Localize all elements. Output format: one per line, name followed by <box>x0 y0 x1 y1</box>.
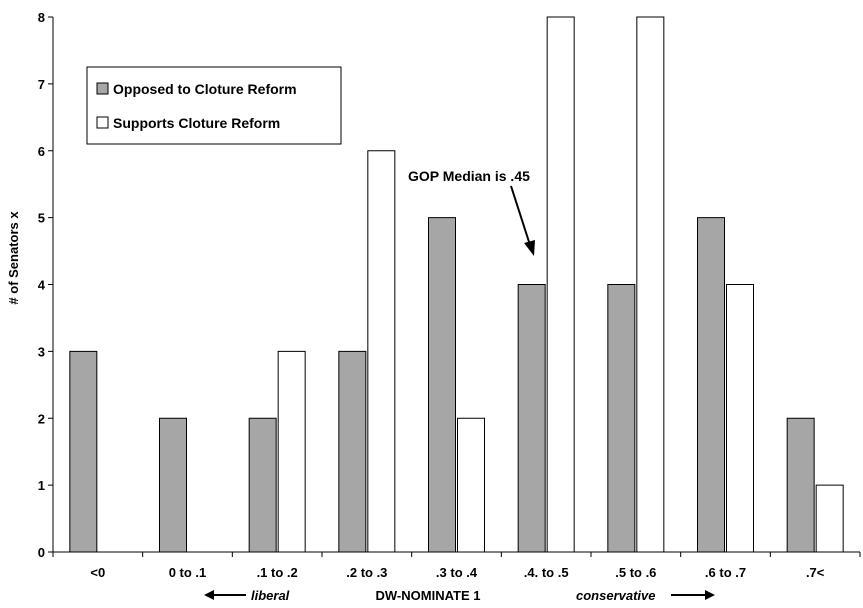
y-tick-label: 1 <box>38 478 45 493</box>
axes <box>48 16 861 557</box>
bar-supports-2 <box>277 350 306 553</box>
liberal-arrow-head <box>204 590 214 600</box>
bar-opposed-8 <box>786 417 815 553</box>
bar-supports-3 <box>367 150 396 553</box>
legend-frame <box>86 66 342 145</box>
bar-opposed-7 <box>697 217 725 553</box>
y-tick-label: 5 <box>38 211 45 226</box>
annotation-arrow-line <box>510 185 531 246</box>
bar-opposed-3 <box>338 350 367 553</box>
y-tick-label: 2 <box>38 411 45 426</box>
x-tick-label: .1 to .2 <box>257 565 298 580</box>
y-tick-label: 0 <box>38 545 45 560</box>
bar-supports-6 <box>636 16 665 553</box>
x-tick-label: .5 to .6 <box>615 565 656 580</box>
bar-opposed-2 <box>248 417 277 553</box>
y-tick-labels: 0 1 2 3 4 5 6 7 8 <box>38 10 46 560</box>
legend-label-supports: Supports Cloture Reform <box>113 115 280 131</box>
conservative-arrow-head <box>705 590 715 600</box>
annotation-arrow-head <box>524 240 535 256</box>
y-axis-label: # of Senators x <box>6 211 21 305</box>
x-tick-label: .6 to .7 <box>705 565 746 580</box>
y-tick-label: 7 <box>38 77 45 92</box>
legend-label-opposed: Opposed to Cloture Reform <box>113 81 297 97</box>
legend-swatch-supports <box>96 116 109 129</box>
legend-swatch-opposed <box>96 82 109 95</box>
x-tick-label: 0 to .1 <box>169 565 207 580</box>
x-axis-label: DW-NOMINATE 1 <box>376 588 481 603</box>
x-tick-label: <0 <box>90 565 105 580</box>
x-tick-label: .2 to .3 <box>346 565 387 580</box>
legend: Opposed to Cloture Reform Supports Clotu… <box>86 66 342 145</box>
bar-opposed-4 <box>428 217 456 553</box>
bar-supports-7 <box>726 284 754 553</box>
x-tick-label: .7< <box>806 565 825 580</box>
bar-opposed-6 <box>607 284 636 553</box>
x-tick-labels: <0 0 to .1 .1 to .2 .2 to .3 .3 to .4 .4. to … <box>90 565 824 580</box>
x-tick-label: .3 to .4 <box>436 565 478 580</box>
bar-opposed-5 <box>517 284 546 553</box>
liberal-label-group: liberal <box>204 588 290 603</box>
bar-opposed-0 <box>69 350 98 553</box>
annotation: GOP Median is .45 <box>408 168 535 256</box>
y-tick-label: 4 <box>38 278 46 293</box>
bar-supports-4 <box>457 417 485 553</box>
bar-supports-8 <box>815 484 844 553</box>
bar-supports-5 <box>546 16 575 553</box>
plot-area <box>69 16 844 553</box>
y-tick-label: 3 <box>38 344 45 359</box>
y-tick-label: 6 <box>38 144 45 159</box>
liberal-label: liberal <box>251 588 290 603</box>
bar-opposed-1 <box>159 417 187 553</box>
annotation-text: GOP Median is .45 <box>408 168 530 184</box>
x-tick-label: .4. to .5 <box>524 565 569 580</box>
conservative-label: conservative <box>576 588 656 603</box>
conservative-label-group: conservative <box>576 588 715 603</box>
y-tick-label: 8 <box>38 10 45 25</box>
